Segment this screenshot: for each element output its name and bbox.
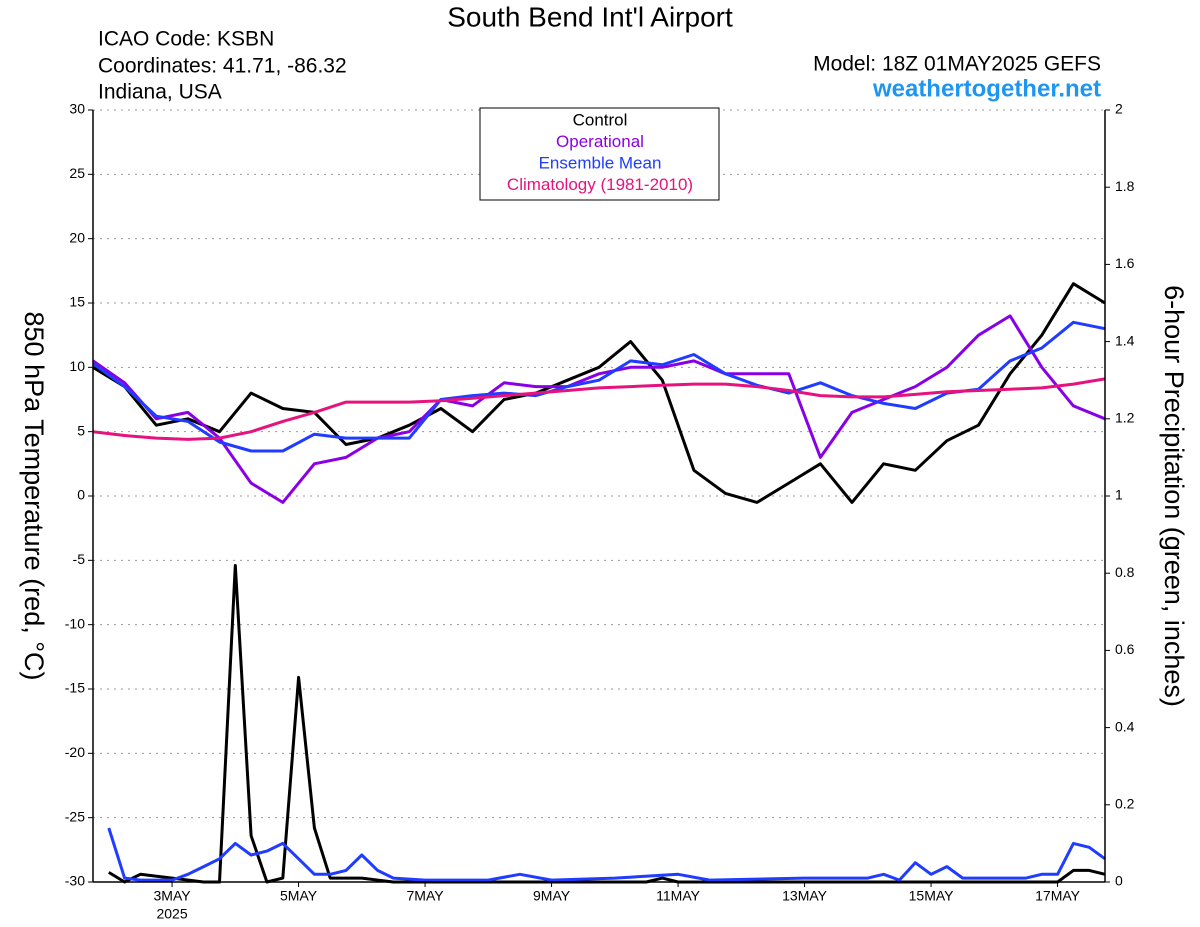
- info-line: ICAO Code: KSBN: [98, 28, 274, 51]
- y-tick-label: 5: [77, 422, 85, 438]
- x-tick-label: 11MAY: [656, 888, 700, 904]
- y-tick-label: 0: [77, 487, 85, 503]
- precip-line: [108, 564, 1106, 884]
- precip-line: [107, 827, 1106, 882]
- y-tick-label: 20: [69, 229, 85, 245]
- x-tick-label: 7MAY: [407, 888, 445, 904]
- legend-entry: Climatology (1981-2010): [507, 175, 693, 194]
- y2-tick-label: 1: [1115, 487, 1123, 503]
- y2-tick-label: 0.6: [1115, 641, 1135, 657]
- y2-tick-label: 0.8: [1115, 564, 1135, 580]
- x-tick-label: 13MAY: [782, 888, 828, 904]
- y2-tick-label: 0.4: [1115, 718, 1135, 734]
- legend-entry: Ensemble Mean: [539, 153, 662, 172]
- y-tick-label: 30: [69, 101, 85, 117]
- temp-line: [92, 282, 1106, 504]
- x-tick-label: 5MAY: [280, 888, 318, 904]
- info-line: Coordinates: 41.71, -86.32: [98, 55, 347, 78]
- model-label: Model: 18Z 01MAY2025 GEFS: [813, 53, 1101, 76]
- legend-entry: Control: [573, 110, 628, 129]
- y-tick-label: -25: [65, 808, 85, 824]
- y2-tick-label: 1.4: [1115, 332, 1135, 348]
- y2-tick-label: 0.2: [1115, 796, 1135, 812]
- temp-line: [92, 377, 1106, 441]
- y-tick-label: 25: [69, 165, 85, 181]
- legend-box: [479, 107, 720, 201]
- y-tick-label: -15: [65, 680, 85, 696]
- y2-tick-label: 0: [1115, 873, 1123, 889]
- temp-line: [92, 320, 1106, 453]
- y2-tick-label: 2: [1115, 101, 1123, 117]
- x-year-label: 2025: [156, 906, 187, 922]
- y-axis-label: 850 hPa Temperature (red, °C): [19, 312, 49, 681]
- y2-tick-label: 1.8: [1115, 178, 1135, 194]
- temp-line: [92, 314, 1106, 504]
- x-tick-label: 15MAY: [909, 888, 955, 904]
- y-tick-label: 10: [69, 358, 85, 374]
- x-tick-label: 9MAY: [533, 888, 571, 904]
- website: weathertogether.net: [872, 75, 1101, 102]
- chart-title: South Bend Int'l Airport: [447, 1, 733, 32]
- x-tick-label: 17MAY: [1035, 888, 1081, 904]
- x-tick-label: 3MAY: [154, 888, 192, 904]
- y2-tick-label: 1.6: [1115, 255, 1135, 271]
- y-tick-label: -20: [65, 744, 85, 760]
- y-tick-label: -30: [65, 873, 85, 889]
- info-line: Indiana, USA: [98, 81, 222, 104]
- y2-tick-label: 1.2: [1115, 410, 1135, 426]
- y2-axis-label: 6-hour Precipitation (green, inches): [1159, 285, 1189, 707]
- y-tick-label: -10: [65, 615, 85, 631]
- y-tick-label: 15: [69, 294, 85, 310]
- y-tick-label: -5: [73, 551, 86, 567]
- legend-entry: Operational: [556, 132, 644, 151]
